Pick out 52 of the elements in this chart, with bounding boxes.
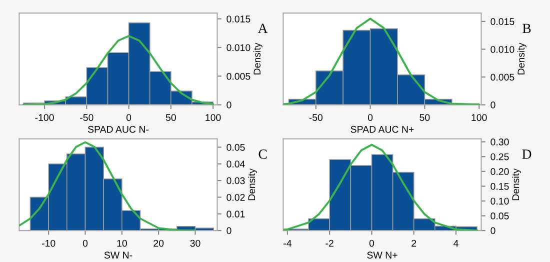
text: D (522, 150, 532, 159)
y-tick-label: 0.05 (226, 144, 245, 151)
x-axis-title: SW N+ (367, 252, 398, 259)
y-tick-label: 0.015 (226, 16, 250, 22)
x-axis-title: SW N- (104, 252, 132, 259)
x-tick-label: 50 (166, 114, 176, 121)
y-tick-label: 0 (226, 227, 232, 234)
y-tick-label: 0.010 (226, 44, 250, 52)
x-tick-label: 20 (154, 240, 164, 247)
x-tick-label: 0 (82, 240, 88, 247)
text: C (258, 150, 267, 159)
y-tick-label: 0.15 (490, 182, 509, 190)
y-tick-label: 0.04 (226, 160, 245, 168)
y-tick-label: 0.25 (490, 153, 509, 160)
x-tick-label: 2 (412, 240, 416, 247)
x-tick-label: -100 (35, 114, 54, 121)
x-tick-label: -10 (42, 240, 56, 247)
y-axis-title: Density (248, 168, 258, 200)
text: B (522, 24, 531, 33)
y-tick-label: 0.010 (490, 46, 514, 53)
text: A (258, 24, 268, 33)
x-tick-label: 50 (420, 114, 430, 121)
x-tick-label: 100 (206, 114, 221, 121)
y-tick-label: 0.30 (490, 138, 509, 146)
y-axis-title: Density (512, 168, 522, 200)
x-axis-title: SPAD AUC N- (88, 126, 149, 133)
x-axis-title: SPAD AUC N+ (350, 126, 414, 133)
y-tick-label: 0.01 (226, 210, 245, 218)
y-tick-label: 0.005 (226, 72, 250, 80)
y-tick-label: 0.10 (490, 198, 509, 205)
x-tick-label: -50 (80, 114, 94, 121)
y-tick-label: 0.015 (490, 18, 514, 26)
x-tick-label: 30 (190, 240, 200, 247)
y-axis-title: Density (517, 42, 526, 74)
x-tick-label: 0 (368, 114, 373, 121)
y-tick-label: 0.005 (490, 74, 514, 81)
x-tick-label: -50 (309, 114, 323, 121)
x-tick-label: 4 (453, 240, 458, 247)
y-tick-label: 0 (226, 102, 232, 108)
y-tick-label: 0 (490, 102, 496, 108)
y-tick-label: 0.20 (490, 168, 509, 176)
x-tick-label: 0 (369, 240, 374, 247)
y-tick-label: 0.02 (226, 194, 245, 201)
y-axis-title: Density (253, 42, 262, 74)
x-tick-label: -2 (326, 240, 334, 247)
x-tick-label: 0 (126, 114, 132, 121)
x-tick-label: 10 (117, 240, 127, 247)
y-tick-label: 0.05 (490, 212, 509, 220)
y-tick-label: 0 (490, 227, 496, 234)
x-tick-label: 100 (472, 114, 487, 121)
y-tick-label: 0.03 (226, 177, 245, 184)
x-tick-label: -4 (284, 240, 292, 247)
